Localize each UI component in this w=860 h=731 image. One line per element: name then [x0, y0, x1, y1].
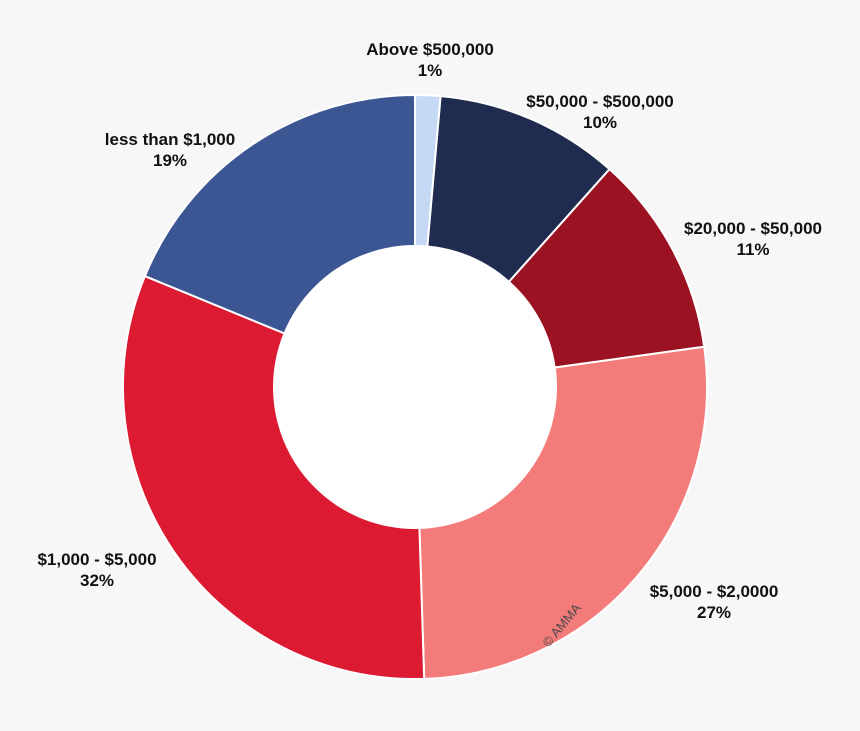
slice-label-3: $20,000 - $50,000 — [684, 219, 822, 238]
slice-label-4: $5,000 - $2,0000 — [650, 582, 779, 601]
slice-pct-2: 10% — [583, 113, 617, 132]
slice-pct-6: 19% — [153, 151, 187, 170]
slice-pct-3: 11% — [736, 240, 769, 259]
slice-pct-1: 1% — [418, 61, 443, 80]
slice-label-6: less than $1,000 — [105, 130, 235, 149]
labels-group: Above $500,000 1% $50,000 - $500,000 10% $20… — [37, 40, 822, 622]
donut-hole — [273, 245, 557, 529]
slice-pct-4: 27% — [697, 603, 731, 622]
slice-label-2: $50,000 - $500,000 — [526, 92, 673, 111]
slice-label-1: Above $500,000 — [366, 40, 494, 59]
slice-pct-5: 32% — [80, 571, 114, 590]
slice-label-5: $1,000 - $5,000 — [37, 550, 156, 569]
